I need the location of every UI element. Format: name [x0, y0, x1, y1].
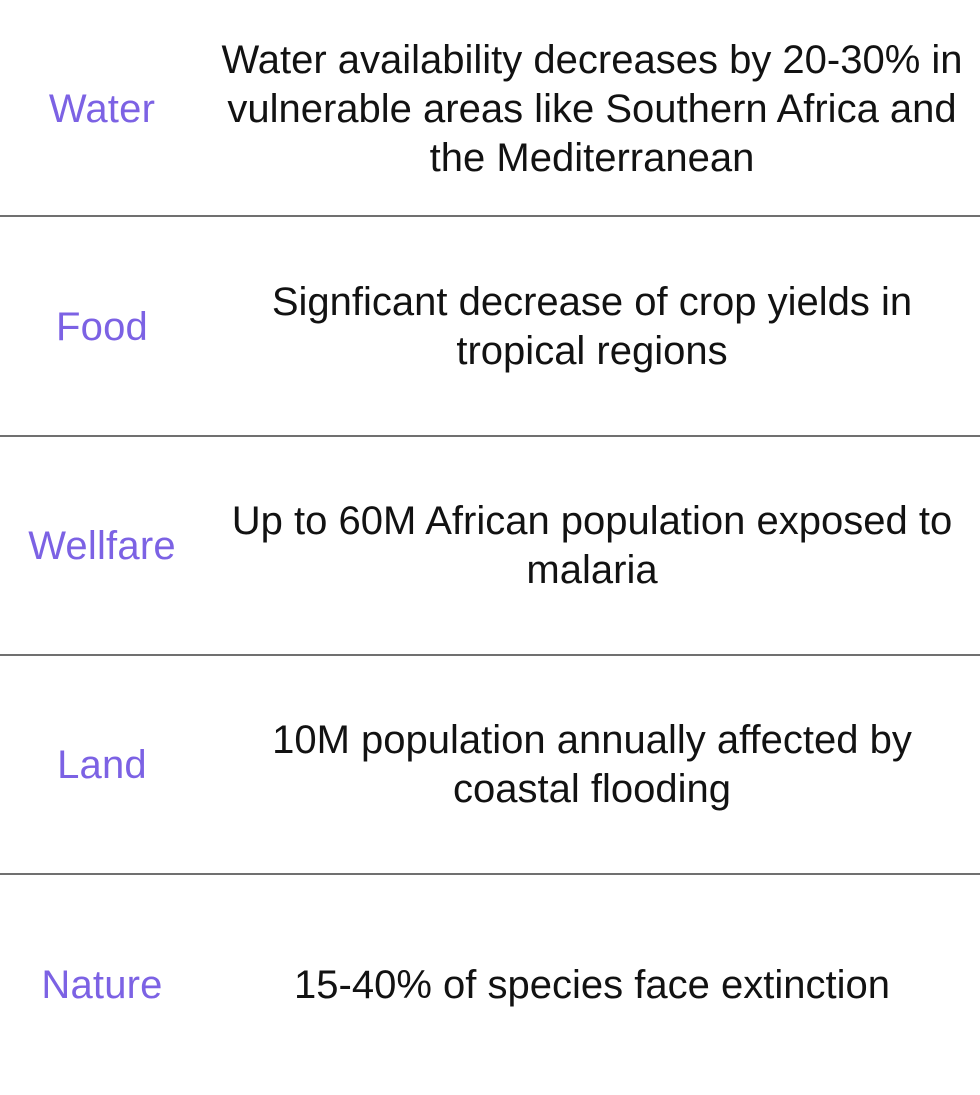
- impact-description: Signficant decrease of crop yields in tr…: [271, 280, 913, 373]
- table-row: Food Signficant decrease of crop yields …: [0, 218, 980, 436]
- category-label: Water: [48, 87, 156, 131]
- category-label: Wellfare: [28, 524, 176, 568]
- row-divider: [0, 215, 980, 217]
- category-label: Nature: [41, 963, 163, 1007]
- table-row: Wellfare Up to 60M African population ex…: [0, 437, 980, 655]
- impact-description: 15-40% of species face extinction: [294, 962, 890, 1007]
- row-divider: [0, 873, 980, 875]
- table-row: Nature 15-40% of species face extinction: [0, 875, 980, 1095]
- table-row: Land 10M population annually affected by…: [0, 656, 980, 874]
- row-divider: [0, 654, 980, 656]
- table-row: Water Water availability decreases by 20…: [0, 0, 980, 218]
- row-divider: [0, 435, 980, 437]
- impact-description: Water availability decreases by 20-30% i…: [221, 37, 963, 180]
- impact-description: 10M population annually affected by coas…: [272, 718, 912, 811]
- category-label: Land: [57, 743, 147, 787]
- impact-description: Up to 60M African population exposed to …: [231, 499, 953, 592]
- category-label: Food: [56, 305, 148, 349]
